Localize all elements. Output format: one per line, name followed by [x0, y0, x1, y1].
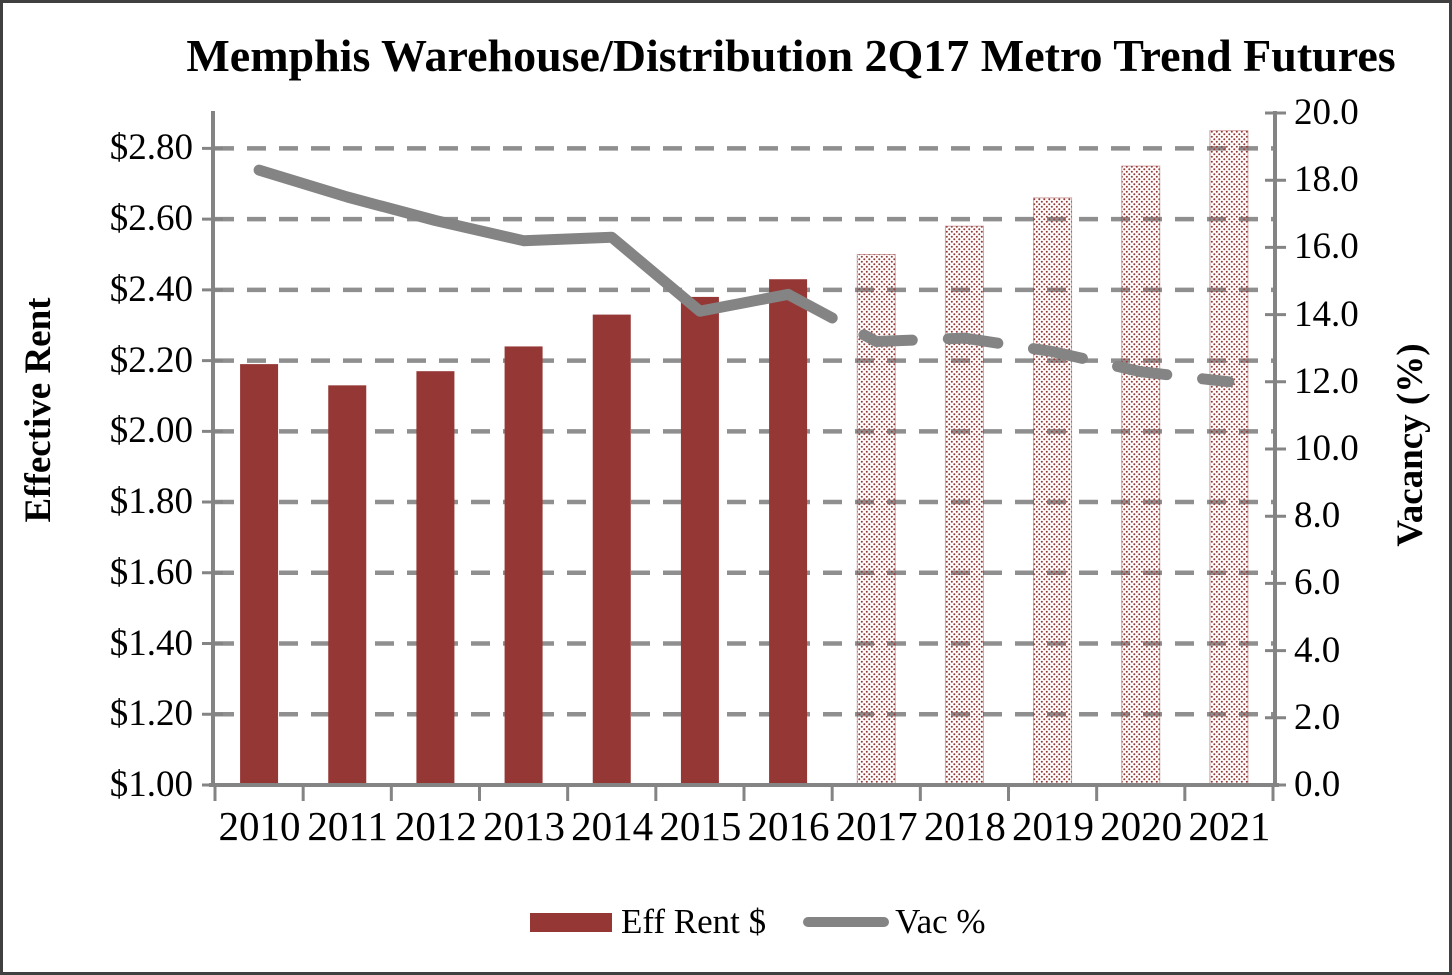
y-left-label: $1.60	[109, 551, 193, 593]
legend: Eff Rent $ Vac %	[530, 902, 986, 942]
y-right-label: 6.0	[1294, 562, 1341, 604]
y-right-label: 2.0	[1294, 696, 1341, 738]
gridlines	[215, 146, 1273, 717]
x-axis-label: 2020	[1100, 803, 1183, 849]
bar-2018-forecast	[944, 225, 984, 786]
chart-title: Memphis Warehouse/Distribution 2Q17 Metr…	[186, 30, 1396, 81]
bar-2012	[416, 371, 455, 785]
y-left-label: $1.20	[109, 693, 193, 735]
x-axis-label: 2021	[1188, 803, 1271, 849]
y-left-label: $2.60	[109, 198, 193, 240]
legend-bar-swatch	[530, 912, 612, 932]
y-left-label: $2.80	[109, 127, 193, 169]
legend-rent-label: Eff Rent $	[621, 902, 767, 941]
y-left-label: $1.00	[109, 764, 193, 805]
y-left-label: $2.40	[109, 268, 193, 310]
y-right-label: 10.0	[1294, 428, 1359, 469]
x-axis-label: 2014	[571, 803, 654, 849]
bar-2019-forecast	[1033, 197, 1073, 786]
x-axis-label: 2013	[483, 803, 565, 849]
axes	[202, 111, 1286, 801]
vacancy-line	[253, 164, 1235, 388]
y-right-label: 14.0	[1294, 293, 1359, 335]
legend-line-swatch	[803, 917, 890, 927]
x-axis-label: 2012	[394, 803, 477, 849]
vacancy-line-solid	[253, 164, 794, 317]
y-right-label: 16.0	[1294, 226, 1359, 268]
x-axis-label: 2017	[835, 803, 918, 849]
y-left-label: $1.40	[109, 622, 193, 664]
bar-2020-forecast	[1121, 165, 1161, 786]
y-right-label: 8.0	[1294, 495, 1341, 537]
y-left-label: $2.00	[109, 410, 193, 452]
legend-vac-label: Vac %	[895, 902, 986, 941]
bar-2010	[240, 364, 279, 785]
vacancy-line-forecast	[782, 288, 1235, 388]
y-right-label: 20.0	[1294, 92, 1359, 133]
bar-2015	[680, 296, 719, 785]
x-axis-label: 2011	[307, 803, 388, 849]
x-axis-label: 2019	[1012, 803, 1094, 849]
bar-2021-forecast	[1209, 130, 1249, 786]
x-axis-label: 2015	[659, 803, 742, 849]
y-left-label: $2.20	[109, 339, 193, 381]
y-right-label: 0.0	[1294, 764, 1341, 805]
rent-bars	[240, 130, 1249, 786]
bar-2013	[504, 346, 543, 785]
x-axis-label: 2016	[747, 803, 830, 849]
x-axis-label: 2010	[218, 803, 301, 849]
bar-2014	[592, 314, 631, 785]
bar-2016	[769, 279, 808, 785]
y-right-label: 12.0	[1294, 360, 1359, 402]
plot-area	[202, 111, 1286, 801]
y-left-label: $1.80	[109, 481, 193, 523]
y-right-label: 18.0	[1294, 159, 1359, 201]
x-axis-label: 2018	[923, 803, 1006, 849]
y-right-label: 4.0	[1294, 629, 1341, 671]
bar-2011	[328, 385, 367, 785]
